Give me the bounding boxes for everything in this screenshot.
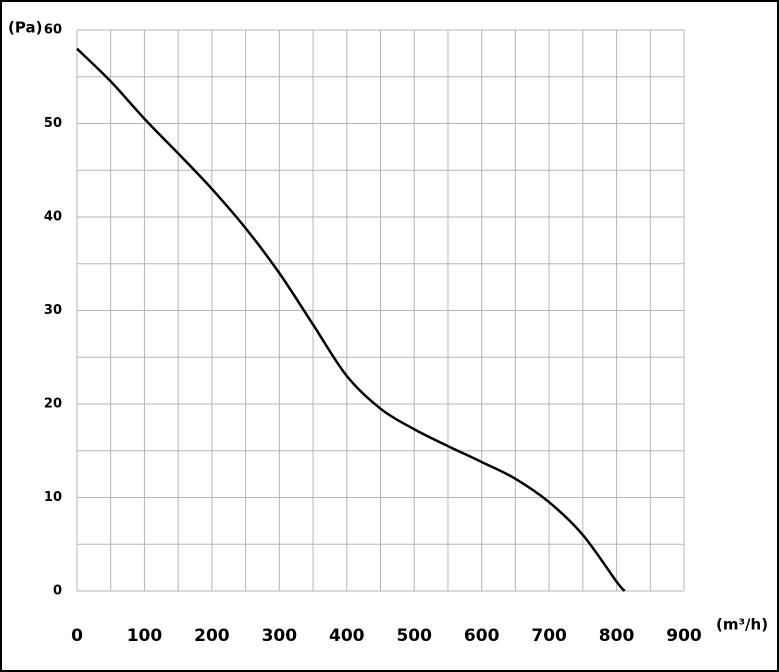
- x-axis-label: (m³/h): [716, 616, 768, 634]
- x-tick-label: 900: [666, 626, 702, 646]
- y-tick-label: 50: [44, 116, 62, 131]
- x-tick-label: 200: [194, 626, 230, 646]
- y-tick-label: 40: [44, 210, 62, 225]
- x-tick-label: 400: [329, 626, 365, 646]
- y-axis-label: (Pa): [8, 19, 42, 37]
- y-tick-label: 30: [44, 303, 62, 318]
- x-tick-label: 500: [396, 626, 432, 646]
- x-tick-label: 100: [127, 626, 163, 646]
- x-tick-label: 800: [599, 626, 635, 646]
- curve: [76, 47, 626, 592]
- x-tick-label: 700: [531, 626, 567, 646]
- y-tick-label: 0: [53, 584, 62, 599]
- y-tick-label: 20: [44, 397, 62, 412]
- x-tick-label: 600: [464, 626, 500, 646]
- y-tick-label: 10: [44, 490, 62, 505]
- x-tick-label: 0: [71, 626, 83, 646]
- x-tick-label: 300: [262, 626, 298, 646]
- y-tick-label: 60: [44, 23, 62, 38]
